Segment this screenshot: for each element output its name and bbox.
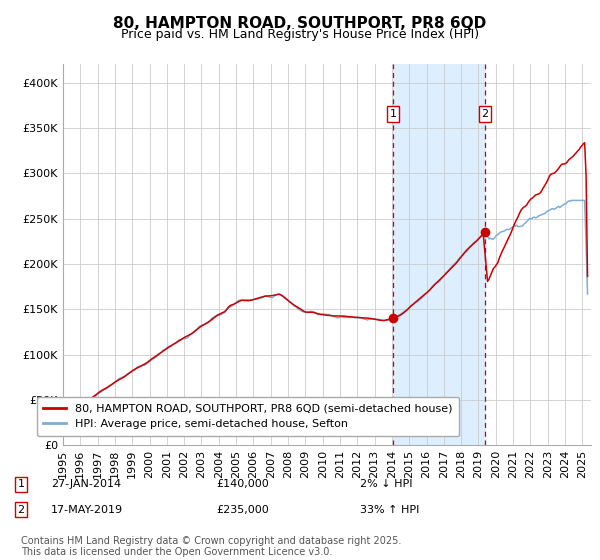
Text: £140,000: £140,000 <box>216 479 269 489</box>
Text: 2: 2 <box>17 505 25 515</box>
Text: 17-MAY-2019: 17-MAY-2019 <box>51 505 123 515</box>
Text: £235,000: £235,000 <box>216 505 269 515</box>
Text: 2% ↓ HPI: 2% ↓ HPI <box>360 479 413 489</box>
Text: 33% ↑ HPI: 33% ↑ HPI <box>360 505 419 515</box>
Bar <box>393 64 485 445</box>
Text: 27-JAN-2014: 27-JAN-2014 <box>51 479 121 489</box>
Text: 2: 2 <box>481 109 488 119</box>
Text: 1: 1 <box>389 109 397 119</box>
Legend: 80, HAMPTON ROAD, SOUTHPORT, PR8 6QD (semi-detached house), HPI: Average price, : 80, HAMPTON ROAD, SOUTHPORT, PR8 6QD (se… <box>37 397 459 436</box>
Text: 1: 1 <box>17 479 25 489</box>
Text: Price paid vs. HM Land Registry's House Price Index (HPI): Price paid vs. HM Land Registry's House … <box>121 28 479 41</box>
Text: 80, HAMPTON ROAD, SOUTHPORT, PR8 6QD: 80, HAMPTON ROAD, SOUTHPORT, PR8 6QD <box>113 16 487 31</box>
Text: Contains HM Land Registry data © Crown copyright and database right 2025.
This d: Contains HM Land Registry data © Crown c… <box>21 535 401 557</box>
